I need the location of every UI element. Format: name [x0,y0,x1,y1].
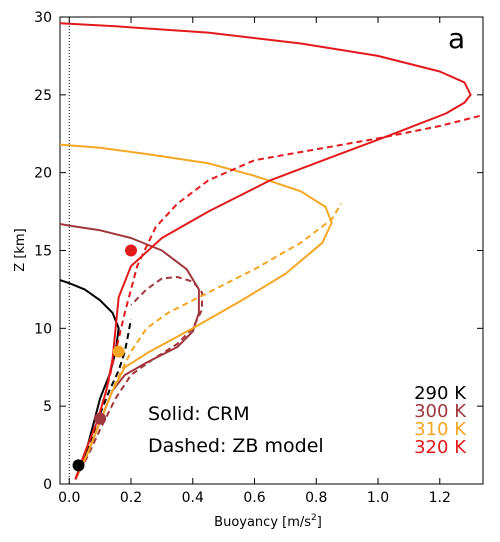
y-tick-label: 15 [34,244,52,260]
series-layer [60,17,483,484]
x-axis-label-close: ] [317,515,322,530]
annotation-dashed: Dashed: ZB model [148,435,324,457]
x-axis-label-sup: 2 [311,513,317,523]
x-axis-label: Buoyancy [m/s2] [214,513,322,530]
y-tick-label: 25 [34,88,52,104]
series-300-k-dashed [74,276,203,480]
x-axis-label-main: Buoyancy [m/s [214,515,311,530]
legend-entry: 320 K [414,437,467,458]
x-tick-label: 0.6 [243,490,265,506]
x-tick-label: 0.2 [120,490,142,506]
marker-310-k [112,345,125,358]
marker-320-k [125,244,138,257]
y-tick-label: 20 [34,166,52,182]
series-320-k-solid [60,22,472,480]
y-axis-label: Z [km] [13,228,28,271]
x-tick-label: 1.2 [429,490,451,506]
annotation-solid: Solid: CRM [148,403,250,425]
x-tick-label: 0.0 [58,490,80,506]
legend-entry: 300 K [414,401,467,422]
legend-entry: 290 K [414,383,467,404]
y-tick-label: 30 [34,10,52,26]
legend-entry: 310 K [414,419,467,440]
x-tick-label: 0.4 [182,490,204,506]
y-tick-label: 10 [34,321,52,337]
x-tick-label: 1.0 [367,490,389,506]
tick-layer: 0.0 0.2 0.4 0.6 0.8 1.0 1.2 0 5 10 15 20 25 30 [34,10,483,506]
series-310-k-solid [60,143,333,480]
marker-290-k [72,459,85,472]
y-tick-label: 0 [43,477,52,493]
panel-label: a [448,22,465,55]
series-310-k-dashed [74,203,342,480]
marker-layer [72,244,138,472]
x-tick-label: 0.8 [305,490,327,506]
marker-300-k [94,412,107,425]
y-tick-label: 5 [43,399,52,415]
